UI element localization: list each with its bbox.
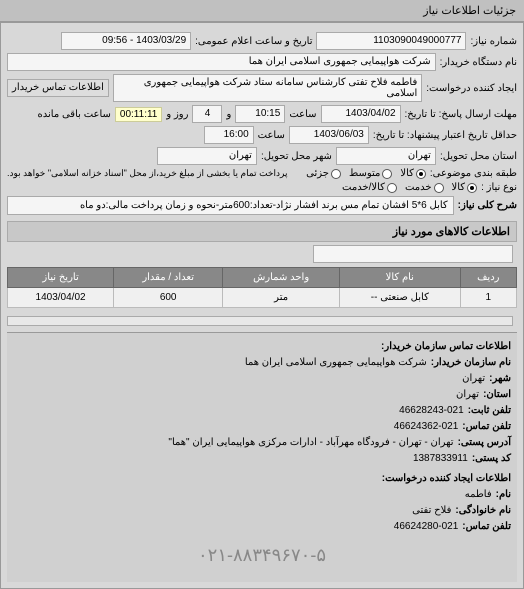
c-org-label: نام سازمان خریدار: — [431, 355, 511, 371]
time-remaining-after-label: ساعت باقی مانده — [38, 109, 111, 120]
c-province-label: استان: — [483, 387, 511, 403]
radio-khedmat-label: خدمت — [405, 182, 432, 193]
c-tel: 46624280-021 — [394, 519, 459, 535]
radio-minor[interactable]: جزئی — [306, 168, 341, 179]
buyer-org-label: نام دستگاه خریدار: — [440, 57, 517, 68]
deadline-date-field: 1403/04/02 — [321, 105, 401, 123]
c-phone-label: تلفن ثابت: — [468, 403, 511, 419]
radio-circle-icon — [331, 169, 341, 179]
need-title-field: کابل 6*5 افشان تمام مس برند افشار نژاد-ت… — [7, 196, 454, 215]
th-unit: واحد شمارش — [223, 268, 340, 288]
packaging-radio-group: کالا متوسط جزئی — [306, 168, 426, 179]
c-phone: 46628243-021 — [399, 403, 464, 419]
radio-both[interactable]: کالا/خدمت — [342, 182, 397, 193]
buyer-org-field: شرکت هواپیمایی جمهوری اسلامی ایران هما — [7, 53, 436, 71]
payment-note: پرداخت تمام یا بخشی از مبلغ خرید،از محل … — [7, 168, 287, 179]
c-tel-label: تلفن تماس: — [462, 519, 511, 535]
validity-time-label: ساعت — [258, 130, 285, 141]
th-date: تاریخ نیاز — [8, 268, 114, 288]
radio-goods-label: کالا — [400, 168, 414, 179]
time-remaining-field: 00:11:11 — [115, 107, 162, 122]
city-field: تهران — [157, 147, 257, 165]
c-name: فاطمه — [465, 487, 492, 503]
need-title-label: شرح کلی نیاز: — [458, 200, 517, 211]
province-label: استان محل تحویل: — [440, 151, 517, 162]
contact-title: اطلاعات تماس سازمان خریدار: — [381, 339, 511, 355]
buyer-notes-field — [7, 316, 513, 326]
radio-circle-icon — [434, 183, 444, 193]
th-name: نام کالا — [340, 268, 461, 288]
c-province: تهران — [456, 387, 479, 403]
datetime-label: تاریخ و ساعت اعلام عمومی: — [195, 36, 312, 47]
goods-type-label: نوع نیاز : — [481, 182, 517, 193]
radio-circle-icon — [382, 169, 392, 179]
th-qty: تعداد / مقدار — [114, 268, 223, 288]
c-city: تهران — [462, 371, 485, 387]
radio-circle-icon — [387, 183, 397, 193]
th-row: ردیف — [460, 268, 516, 288]
datetime-field: 1403/03/29 - 09:56 — [61, 32, 191, 50]
goods-section-title: اطلاعات کالاهای مورد نیاز — [7, 221, 517, 242]
c-city-label: شهر: — [489, 371, 511, 387]
days-field: 4 — [192, 105, 222, 123]
c-postal-label: کد پستی: — [472, 451, 511, 467]
deadline-time-field: 10:15 — [235, 105, 285, 123]
c-address-label: آدرس پستی: — [458, 435, 511, 451]
province-field: تهران — [336, 147, 436, 165]
category-field — [313, 245, 513, 263]
radio-both-label: کالا/خدمت — [342, 182, 385, 193]
goods-type-radio-group: کالا خدمت کالا/خدمت — [342, 182, 477, 193]
requester-field: فاطمه فلاح تفتی کارشناس سامانه ستاد شرکت… — [113, 74, 422, 102]
c-name-label: نام: — [496, 487, 511, 503]
c-postal: 1387833911 — [413, 451, 468, 467]
radio-minor-label: جزئی — [306, 168, 329, 179]
requester-label: ایجاد کننده درخواست: — [426, 83, 517, 94]
validity-date-field: 1403/06/03 — [289, 126, 369, 144]
request-number-field: 1103090049000777 — [316, 32, 466, 50]
validity-label: حداقل تاریخ اعتبار پیشنهاد: تا تاریخ: — [373, 130, 517, 141]
large-phone: ۰۲۱-۸۸۳۴۹۶۷۰-۵ — [13, 535, 511, 576]
request-number-label: شماره نیاز: — [470, 36, 517, 47]
deadline-label: مهلت ارسال پاسخ: تا تاریخ: — [405, 109, 517, 120]
packaging-label: طبقه بندی موضوعی: — [430, 168, 517, 179]
td-unit: متر — [223, 288, 340, 308]
deadline-time-label: ساعت — [289, 109, 316, 120]
contact-info-button[interactable]: اطلاعات تماس خریدار — [7, 79, 109, 97]
city-label: شهر محل تحویل: — [261, 151, 332, 162]
c-fax-label: تلفن تماس: — [462, 419, 511, 435]
c-family: فلاح تفتی — [412, 503, 451, 519]
radio-circle-icon — [467, 183, 477, 193]
td-row: 1 — [460, 288, 516, 308]
days-and-label: و — [226, 109, 231, 120]
radio-medium[interactable]: متوسط — [349, 168, 392, 179]
radio-goods[interactable]: کالا — [400, 168, 426, 179]
radio-kala[interactable]: کالا — [452, 182, 478, 193]
c-family-label: نام خانوادگی: — [455, 503, 511, 519]
panel-header: جزئیات اطلاعات نیاز — [0, 0, 524, 22]
validity-time-field: 16:00 — [204, 126, 254, 144]
c-org: شرکت هواپیمایی جمهوری اسلامی ایران هما — [245, 355, 427, 371]
c-fax: 46624362-021 — [394, 419, 459, 435]
c-address: تهران - تهران - فرودگاه مهرآباد - ادارات… — [168, 435, 453, 451]
main-panel: شماره نیاز: 1103090049000777 تاریخ و ساع… — [0, 22, 524, 589]
c-creator-title: اطلاعات ایجاد کننده درخواست: — [382, 471, 511, 487]
goods-table: ردیف نام کالا واحد شمارش تعداد / مقدار ت… — [7, 267, 517, 308]
td-name: کابل صنعتی -- — [340, 288, 461, 308]
table-row: 1 کابل صنعتی -- متر 600 1403/04/02 — [8, 288, 517, 308]
contact-section: اطلاعات تماس سازمان خریدار: نام سازمان خ… — [7, 332, 517, 582]
radio-khedmat[interactable]: خدمت — [405, 182, 444, 193]
td-qty: 600 — [114, 288, 223, 308]
radio-circle-icon — [416, 169, 426, 179]
radio-kala-label: کالا — [452, 182, 466, 193]
td-date: 1403/04/02 — [8, 288, 114, 308]
days-after-label: روز و — [166, 109, 188, 120]
radio-medium-label: متوسط — [349, 168, 380, 179]
